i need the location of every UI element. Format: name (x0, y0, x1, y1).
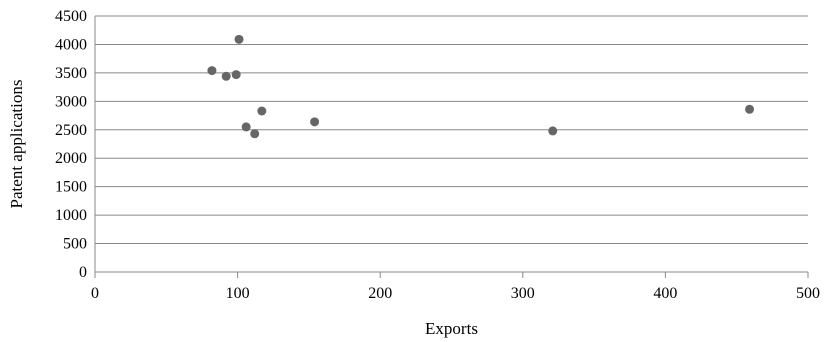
data-point-8 (548, 126, 558, 136)
data-point-7 (310, 117, 320, 127)
x-tick-label: 300 (511, 285, 535, 302)
gridlines (95, 15, 808, 245)
y-axis-title: Patent applications (7, 80, 26, 209)
y-tick-label: 4000 (55, 36, 87, 53)
data-point-9 (745, 104, 755, 114)
tick-labels: 0 500 1000 1500 2000 2500 3000 3500 4000 4500 0 100… (55, 8, 820, 302)
x-tick-label: 500 (796, 285, 820, 302)
x-tick-label: 400 (653, 285, 677, 302)
y-tick-label: 0 (79, 264, 87, 281)
x-tick-label: 0 (91, 285, 99, 302)
y-tick-label: 2500 (55, 122, 87, 139)
data-point-4 (241, 122, 251, 132)
x-tick-label: 100 (226, 285, 250, 302)
axes (94, 16, 809, 278)
y-tick-label: 2000 (55, 150, 87, 167)
data-points (207, 34, 755, 139)
data-point-6 (257, 106, 267, 116)
y-tick-label: 1500 (55, 179, 87, 196)
data-point-2 (231, 70, 241, 80)
y-tick-label: 1000 (55, 207, 87, 224)
y-tick-label: 3500 (55, 65, 87, 82)
data-point-1 (221, 71, 231, 81)
y-tick-label: 3000 (55, 93, 87, 110)
data-point-0 (207, 66, 217, 76)
x-tick-label: 200 (368, 285, 392, 302)
data-point-5 (250, 129, 260, 139)
data-point-3 (234, 34, 244, 44)
y-tick-label: 500 (63, 236, 87, 253)
x-axis-title: Exports (425, 319, 478, 338)
y-tick-label: 4500 (55, 8, 87, 25)
